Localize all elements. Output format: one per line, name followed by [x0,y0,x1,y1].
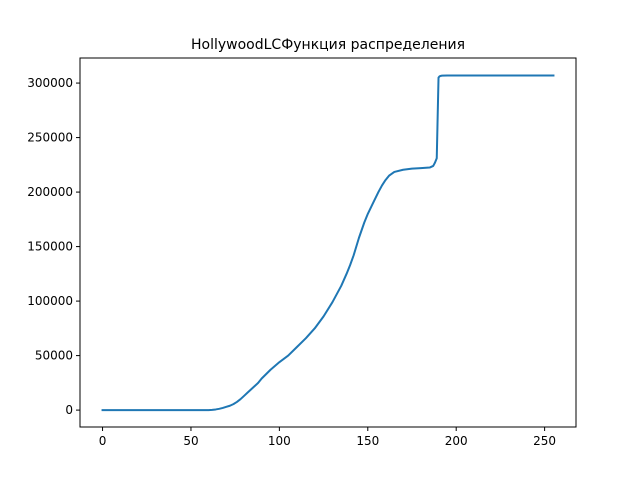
y-tick-label: 300000 [27,76,73,90]
y-axis: 0 50000 100000 150000 200000 250000 300000 [27,76,80,417]
y-tick-label: 100000 [27,294,73,308]
chart-title: HollywoodLCФункция распределения [191,37,465,53]
x-axis: 0 50 100 150 200 250 [99,427,556,448]
x-tick-label: 250 [533,434,556,448]
plot-area [101,74,555,412]
x-tick-label: 200 [445,434,468,448]
x-tick-label: 50 [183,434,198,448]
y-tick-label: 50000 [35,349,73,363]
y-tick-label: 150000 [27,240,73,254]
x-tick-label: 150 [356,434,379,448]
y-tick-label: 250000 [27,131,73,145]
x-tick-label: 100 [268,434,291,448]
axes-frame [79,57,577,428]
series-line [101,74,555,412]
y-tick-label: 0 [65,403,73,417]
x-tick-label: 0 [99,434,107,448]
y-tick-label: 200000 [27,185,73,199]
